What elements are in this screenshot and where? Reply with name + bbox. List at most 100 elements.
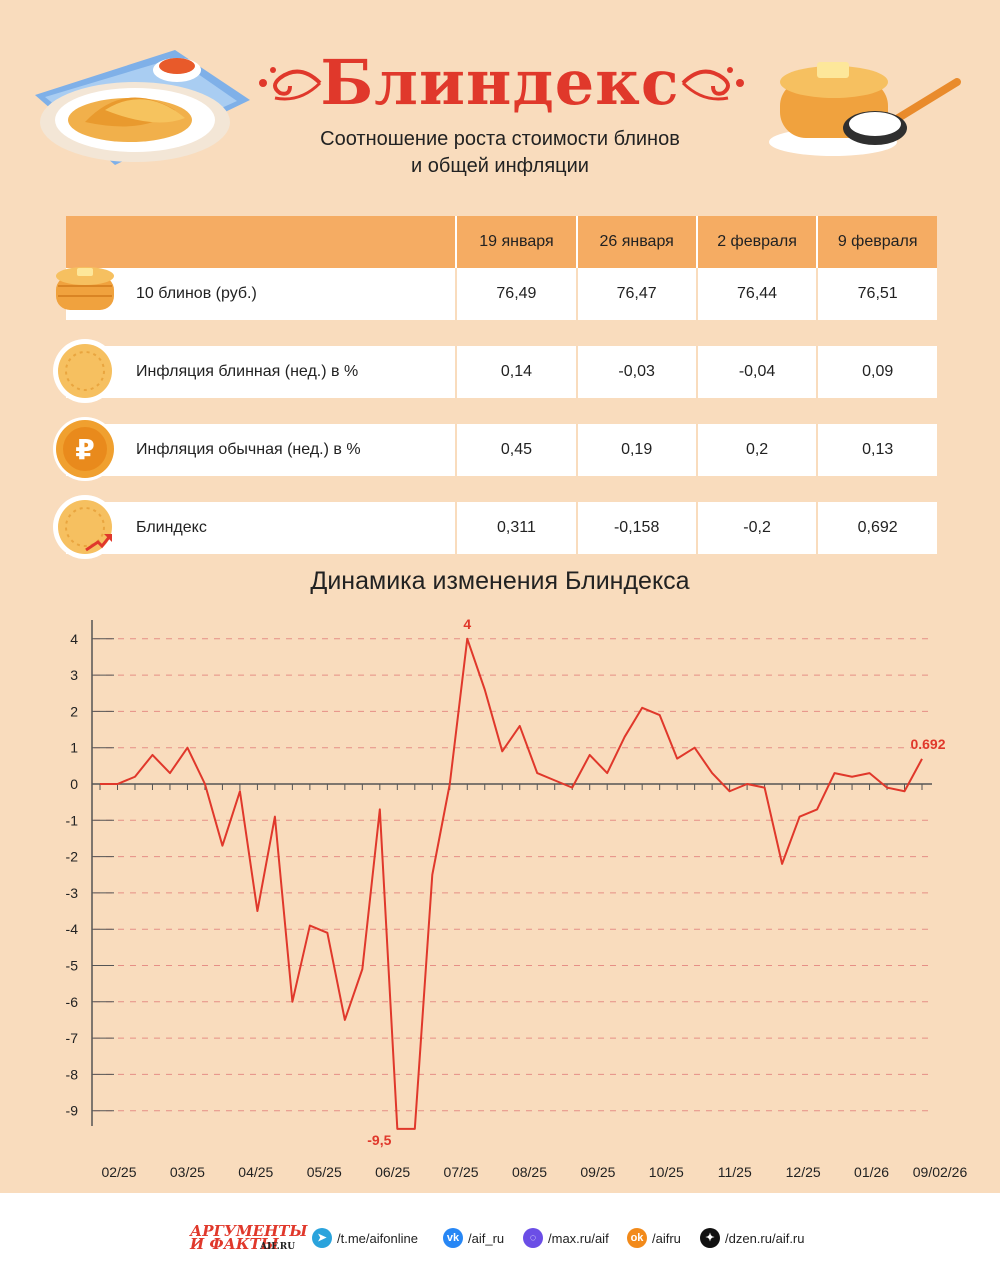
social-link[interactable]: ok/aifru <box>627 1228 681 1248</box>
comparison-table: 19 января 26 января 2 февраля 9 февраля … <box>53 216 937 559</box>
table-cell: 0,09 <box>816 346 937 398</box>
table-cell: 0,692 <box>816 502 937 554</box>
footer <box>0 1193 1000 1285</box>
page-title: Блиндекс <box>320 46 680 119</box>
row-label: 10 блинов (руб.) <box>136 285 257 302</box>
table-header-cell: 19 января <box>455 216 576 268</box>
table-header-empty <box>66 216 456 268</box>
table-header-row: 19 января 26 января 2 февраля 9 февраля <box>66 216 937 268</box>
table-row-label-cell: Инфляция блинная (нед.) в % <box>53 339 456 403</box>
table-cell: 0,311 <box>455 502 576 554</box>
dzen-icon: ✦ <box>700 1228 720 1248</box>
vk-icon: vk <box>443 1228 463 1248</box>
x-tick-label: 05/25 <box>307 1164 342 1180</box>
y-tick-label: -6 <box>66 994 79 1010</box>
y-tick-label: -2 <box>66 849 79 865</box>
table-cell: 76,51 <box>816 268 937 320</box>
telegram-icon: ➤ <box>312 1228 332 1248</box>
table-header-cell: 9 февраля <box>816 216 937 268</box>
x-tick-label: 10/25 <box>649 1164 684 1180</box>
pancake-stack-icon <box>56 267 114 310</box>
x-tick-label: 03/25 <box>170 1164 205 1180</box>
x-tick-label: 06/25 <box>375 1164 410 1180</box>
subtitle-line-2: и общей инфляции <box>411 155 589 177</box>
y-tick-label: -8 <box>66 1066 79 1082</box>
table-row: Инфляция блинная (нед.) в % 0,14 -0,03 -… <box>53 339 937 403</box>
data-label: 0.692 <box>910 736 945 752</box>
table-row: ₽ Инфляция обычная (нед.) в % 0,45 0,19 … <box>53 417 937 481</box>
table-cell: 76,44 <box>695 268 817 320</box>
table-cell: 0,13 <box>816 424 937 476</box>
ruble-coin-icon: ₽ <box>53 417 117 481</box>
aif-logo[interactable]: АРГУМЕНТЫ И ФАКТЫ AIF.RU <box>190 1222 308 1253</box>
table-row-label-cell: ₽ Инфляция обычная (нед.) в % <box>53 417 456 481</box>
table-row: 10 блинов (руб.) 76,49 76,47 76,44 76,51 <box>56 267 937 320</box>
table-cell: 76,49 <box>455 268 576 320</box>
x-tick-label: 12/25 <box>786 1164 821 1180</box>
y-tick-label: 1 <box>70 740 78 756</box>
logo-site: AIF.RU <box>260 1242 296 1252</box>
y-tick-label: -3 <box>66 885 79 901</box>
table-cell: -0,03 <box>575 346 696 398</box>
row-label: Блиндекс <box>136 519 207 536</box>
y-tick-label: 4 <box>70 631 78 647</box>
max-icon: ◌ <box>523 1228 543 1248</box>
y-tick-label: -7 <box>66 1030 79 1046</box>
data-label: -9,5 <box>367 1132 391 1148</box>
y-tick-label: -5 <box>66 958 79 974</box>
table-header-cell: 2 февраля <box>695 216 817 268</box>
table-cell: -0,158 <box>575 502 696 554</box>
social-link-label: /t.me/aifonline <box>337 1230 418 1246</box>
x-tick-label: 09/25 <box>580 1164 615 1180</box>
data-label: 4 <box>463 616 471 632</box>
x-tick-label: 08/25 <box>512 1164 547 1180</box>
y-tick-label: -9 <box>66 1103 79 1119</box>
pancake-plate-illustration <box>35 50 250 165</box>
table-cell: 0,14 <box>455 346 576 398</box>
x-tick-label: 02/25 <box>101 1164 136 1180</box>
x-tick-label: 09/02/26 <box>913 1164 968 1180</box>
social-link[interactable]: ✦ /dzen.ru/aif.ru <box>700 1228 805 1248</box>
x-tick-label: 11/25 <box>718 1164 752 1180</box>
table-cell: -0,2 <box>695 502 817 554</box>
odnoklassniki-icon: ok <box>627 1228 647 1248</box>
table-cell: -0,04 <box>695 346 817 398</box>
left-ornament-icon <box>259 67 322 101</box>
table-cell: 0,45 <box>455 424 576 476</box>
pancake-stack-illustration <box>769 62 961 156</box>
social-link[interactable]: ◌ /max.ru/aif <box>523 1228 609 1248</box>
row-label: Инфляция блинная (нед.) в % <box>136 363 359 380</box>
y-tick-label: 0 <box>70 776 78 792</box>
social-link-label: /aif_ru <box>468 1230 505 1246</box>
subtitle-line-1: Соотношение роста стоимости блинов <box>320 128 680 150</box>
table-row-label-cell: Блиндекс <box>53 495 456 559</box>
table-header-cell: 26 января <box>575 216 696 268</box>
social-link-label: /max.ru/aif <box>548 1230 609 1246</box>
social-link[interactable]: ➤ /t.me/aifonline <box>312 1228 418 1248</box>
y-tick-label: 3 <box>70 667 78 683</box>
row-label: Инфляция обычная (нед.) в % <box>136 441 361 458</box>
x-tick-label: 04/25 <box>238 1164 273 1180</box>
table-cell: 0,19 <box>575 424 696 476</box>
pancake-icon <box>53 339 117 403</box>
blindex-series-line <box>100 637 923 1130</box>
table-row-label-cell: 10 блинов (руб.) <box>56 267 456 320</box>
social-link-label: /aifru <box>652 1230 681 1246</box>
y-tick-label: 2 <box>70 703 78 719</box>
right-ornament-icon <box>681 67 744 101</box>
social-link[interactable]: vk/aif_ru <box>443 1228 504 1248</box>
social-link-label: /dzen.ru/aif.ru <box>725 1230 805 1246</box>
y-tick-label: -1 <box>66 812 79 828</box>
x-tick-label: 01/26 <box>854 1164 889 1180</box>
logo-line-2: И ФАКТЫ <box>190 1235 279 1253</box>
x-tick-label: 07/25 <box>444 1164 479 1180</box>
y-tick-label: -4 <box>66 921 79 937</box>
logo-line-1: АРГУМЕНТЫ <box>190 1222 308 1240</box>
blindex-line-chart: 4 3 2 1 0 -1 -2 -3 -4 -5 -6 -7 -8 -9 4 -9,5 0.692 02/25 03… <box>66 616 968 1180</box>
page-subtitle: Соотношение роста стоимости блинов и общ… <box>0 126 1000 180</box>
table-row: Блиндекс 0,311 -0,158 -0,2 0,692 <box>53 495 937 559</box>
chart-title: Динамика изменения Блиндекса <box>310 567 690 595</box>
pancake-growth-icon <box>53 495 117 559</box>
table-cell: 76,47 <box>575 268 696 320</box>
table-cell: 0,2 <box>695 424 817 476</box>
